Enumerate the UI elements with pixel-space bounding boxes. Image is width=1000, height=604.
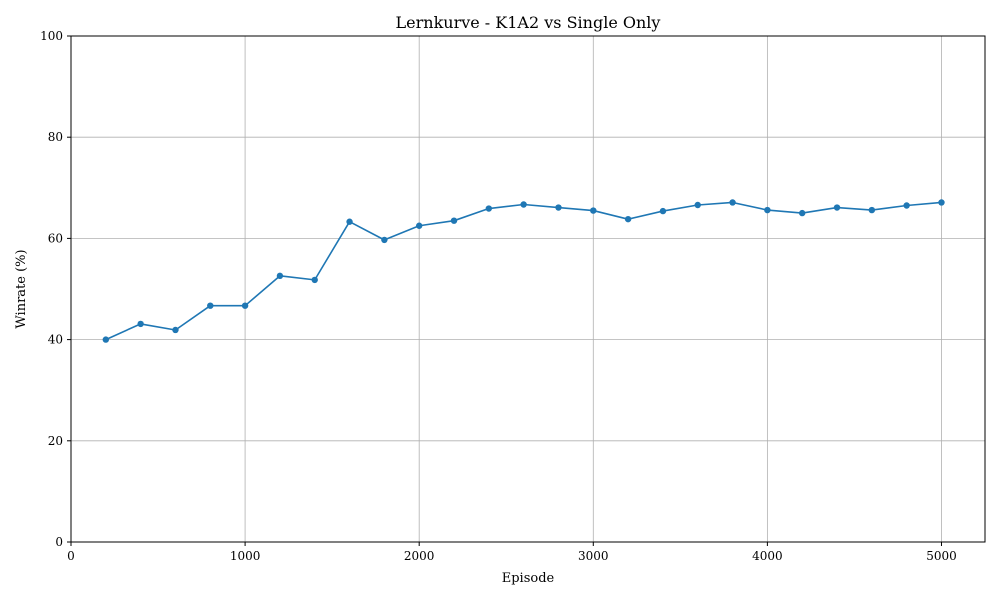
data-point [485, 205, 493, 212]
data-point [799, 209, 806, 217]
x-tick-label: 4000 [752, 549, 783, 563]
data-point [729, 199, 736, 206]
axes-layer [70, 35, 986, 543]
data-point [659, 207, 667, 215]
data-point [903, 202, 910, 209]
data-point [207, 302, 214, 309]
data-point [520, 201, 527, 208]
x-axis-label: Episode [502, 571, 555, 586]
data-point [311, 276, 318, 284]
data-point [346, 218, 353, 225]
series-layer [102, 199, 945, 343]
grid-layer [70, 35, 985, 543]
data-point [868, 206, 876, 214]
data-point [764, 206, 771, 214]
data-point [276, 272, 284, 280]
plot-frame [70, 35, 986, 543]
x-tick-label: 3000 [578, 549, 609, 563]
ticks-layer: 0 1000 2000 3000 4000 5000 0 20 40 60 80 100 [40, 29, 957, 563]
data-point [833, 204, 841, 211]
data-point [450, 217, 458, 224]
y-tick-label: 20 [48, 434, 63, 448]
y-tick-label: 80 [48, 130, 63, 144]
y-tick-label: 100 [40, 29, 63, 43]
y-tick-label: 60 [48, 231, 63, 245]
data-point [555, 204, 562, 211]
y-tick-label: 0 [55, 535, 63, 549]
data-point [102, 336, 110, 343]
y-axis-label: Winrate (%) [14, 249, 29, 328]
data-point [172, 326, 179, 334]
data-point [381, 236, 388, 244]
data-point [590, 207, 597, 214]
data-point [624, 215, 632, 223]
x-tick-label: 1000 [230, 549, 261, 563]
x-tick-label: 2000 [404, 549, 435, 563]
data-point [938, 199, 945, 206]
x-tick-label: 5000 [926, 549, 957, 563]
series-line [105, 201, 942, 341]
data-point [694, 201, 701, 209]
data-point [415, 222, 423, 229]
data-point [137, 320, 144, 328]
x-tick-label: 0 [67, 549, 75, 563]
y-tick-label: 40 [48, 333, 63, 347]
chart-title: Lernkurve - K1A2 vs Single Only [396, 13, 661, 32]
data-point [241, 302, 249, 309]
